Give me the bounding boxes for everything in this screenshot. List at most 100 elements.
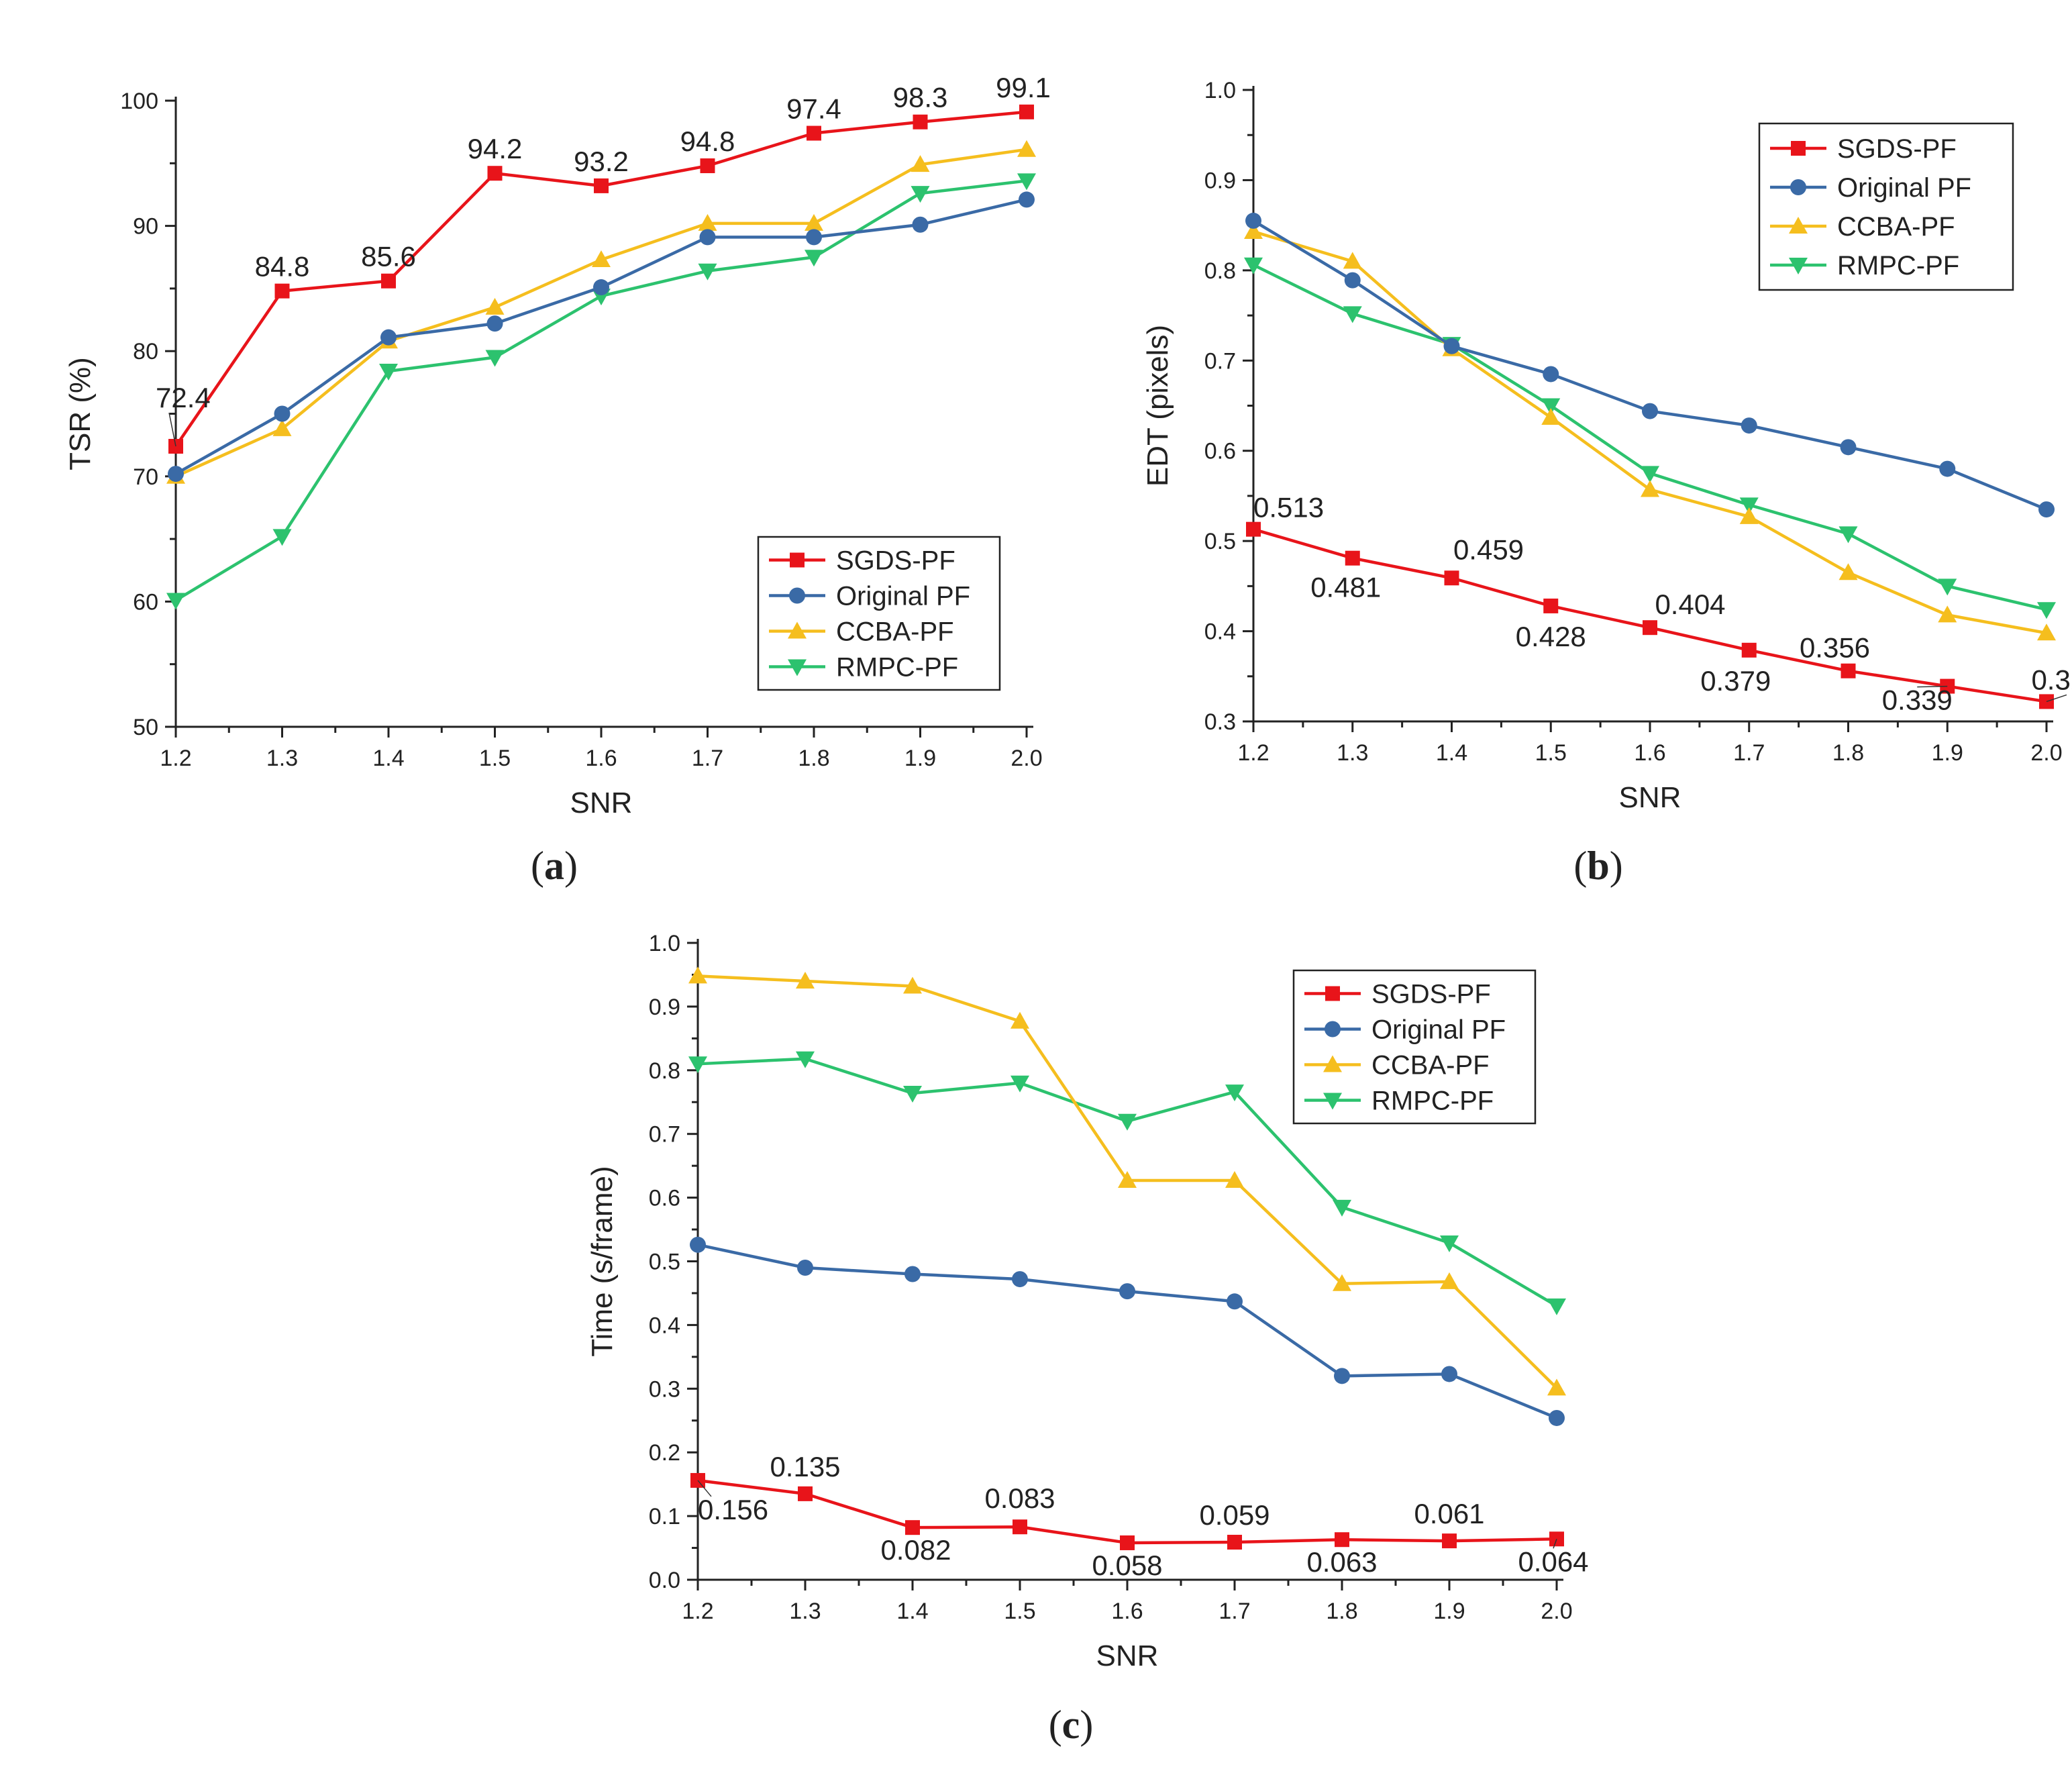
data-point bbox=[274, 283, 290, 299]
data-label: 0.063 bbox=[1306, 1546, 1377, 1578]
legend-marker bbox=[1791, 141, 1806, 156]
data-point bbox=[690, 1236, 706, 1253]
data-point bbox=[1120, 1535, 1135, 1550]
data-point bbox=[806, 229, 822, 246]
y-tick-label: 0.0 bbox=[649, 1568, 680, 1593]
x-tick-label: 1.3 bbox=[266, 746, 298, 771]
data-label: 94.8 bbox=[680, 125, 735, 157]
y-tick-label: 80 bbox=[133, 339, 158, 364]
x-tick-label: 1.7 bbox=[692, 746, 723, 771]
data-point bbox=[1547, 1378, 1566, 1396]
legend-label: CCBA-PF bbox=[1837, 212, 1955, 242]
data-point bbox=[1227, 1293, 1243, 1310]
y-tick-label: 100 bbox=[120, 89, 158, 114]
series-sgds-pf bbox=[1246, 521, 2054, 709]
data-point bbox=[1019, 104, 1034, 119]
x-tick-label: 1.8 bbox=[1326, 1599, 1357, 1624]
legend-label: SGDS-PF bbox=[1837, 134, 1957, 164]
data-label: 94.2 bbox=[468, 133, 523, 164]
label-leader-line bbox=[2046, 694, 2067, 703]
y-tick-label: 0.9 bbox=[1204, 168, 1236, 193]
label-leader-line bbox=[168, 412, 176, 447]
data-label: 0.083 bbox=[984, 1482, 1055, 1514]
data-label: 0.428 bbox=[1516, 621, 1586, 652]
legend-label: RMPC-PF bbox=[1371, 1086, 1494, 1116]
data-point bbox=[1118, 1170, 1137, 1188]
series-ccba-pf bbox=[688, 966, 1566, 1396]
legend-entry: Original PF bbox=[769, 582, 970, 611]
data-point bbox=[1541, 398, 1561, 415]
data-point bbox=[593, 279, 609, 296]
data-point bbox=[1741, 417, 1757, 434]
series-rmpc-pf bbox=[166, 173, 1036, 610]
panel-caption: (a) bbox=[531, 844, 578, 888]
data-point bbox=[166, 593, 185, 610]
legend-label: RMPC-PF bbox=[1837, 251, 1959, 281]
data-point bbox=[1547, 1298, 1566, 1315]
legend-marker bbox=[788, 659, 807, 676]
data-point bbox=[807, 125, 821, 141]
data-point bbox=[594, 178, 609, 193]
data-point bbox=[1938, 605, 1957, 623]
y-tick-label: 0.3 bbox=[649, 1376, 680, 1402]
chart-a: 50 60 70 80 90 100 1.2 1.3 1.4 1.5 1.6 1.7 1.8 1.9 2.0… bbox=[64, 72, 1051, 888]
data-point bbox=[1019, 191, 1035, 208]
data-point bbox=[1227, 1535, 1242, 1550]
data-point bbox=[1444, 570, 1459, 586]
data-point bbox=[2037, 602, 2056, 619]
y-tick-label: 0.5 bbox=[649, 1250, 680, 1275]
data-point bbox=[1549, 1409, 1565, 1426]
legend-label: SGDS-PF bbox=[1371, 980, 1491, 1009]
legend-entry: CCBA-PF bbox=[1770, 212, 1955, 242]
legend: SGDS-PF Original PF CCBA-PF RMPC-PF bbox=[757, 536, 1001, 691]
data-point bbox=[1244, 257, 1263, 274]
data-point bbox=[1443, 338, 1460, 354]
legend-entry: SGDS-PF bbox=[1770, 134, 1957, 164]
data-label: 0.059 bbox=[1199, 1499, 1270, 1531]
data-point bbox=[1225, 1084, 1244, 1102]
label-leader-line bbox=[1553, 1539, 1557, 1549]
panel-caption: (b) bbox=[1573, 844, 1622, 888]
data-point bbox=[1011, 1011, 1029, 1029]
data-point bbox=[1335, 1532, 1349, 1548]
data-label: 98.3 bbox=[893, 82, 948, 113]
series-line bbox=[174, 198, 1027, 476]
data-point bbox=[592, 250, 611, 267]
series-original-pf bbox=[690, 1236, 1565, 1426]
data-point bbox=[1244, 222, 1263, 240]
legend-marker bbox=[789, 587, 805, 604]
x-tick-label: 1.6 bbox=[1111, 1599, 1143, 1624]
legend-entry: SGDS-PF bbox=[769, 546, 955, 576]
data-label: 93.2 bbox=[574, 146, 629, 177]
x-tick-label: 1.6 bbox=[585, 746, 617, 771]
series-sgds-pf bbox=[168, 104, 1034, 454]
data-point bbox=[805, 213, 823, 231]
legend-entry: CCBA-PF bbox=[1304, 1051, 1490, 1080]
data-point bbox=[797, 1259, 813, 1276]
data-label: 0.058 bbox=[1092, 1550, 1162, 1581]
data-point bbox=[1441, 1366, 1457, 1382]
data-point bbox=[487, 166, 503, 181]
data-point bbox=[1345, 550, 1360, 566]
data-point bbox=[1541, 407, 1561, 425]
x-tick-label: 1.3 bbox=[789, 1599, 821, 1624]
data-point bbox=[805, 250, 823, 267]
chart-b: 0.3 0.4 0.5 0.6 0.7 0.8 0.9 1.0 1.2 1.3 1.4 1.5 1.6 1… bbox=[1141, 78, 2072, 888]
data-point bbox=[1012, 1271, 1028, 1288]
y-tick-label: 60 bbox=[133, 589, 158, 615]
data-point bbox=[485, 350, 505, 367]
series-line bbox=[697, 1243, 1557, 1420]
data-point bbox=[1938, 578, 1957, 596]
data-point bbox=[274, 405, 291, 422]
data-point bbox=[1334, 1368, 1350, 1384]
x-tick-label: 1.2 bbox=[160, 746, 191, 771]
y-tick-label: 1.0 bbox=[649, 931, 680, 956]
legend-entry: RMPC-PF bbox=[1770, 251, 1959, 281]
legend-marker bbox=[1325, 1021, 1341, 1038]
y-tick-label: 0.4 bbox=[649, 1313, 680, 1338]
data-point bbox=[1333, 1274, 1351, 1291]
label-leader-line bbox=[697, 1480, 712, 1497]
series-original-pf bbox=[168, 191, 1035, 483]
data-label: 0.404 bbox=[1655, 589, 1725, 620]
